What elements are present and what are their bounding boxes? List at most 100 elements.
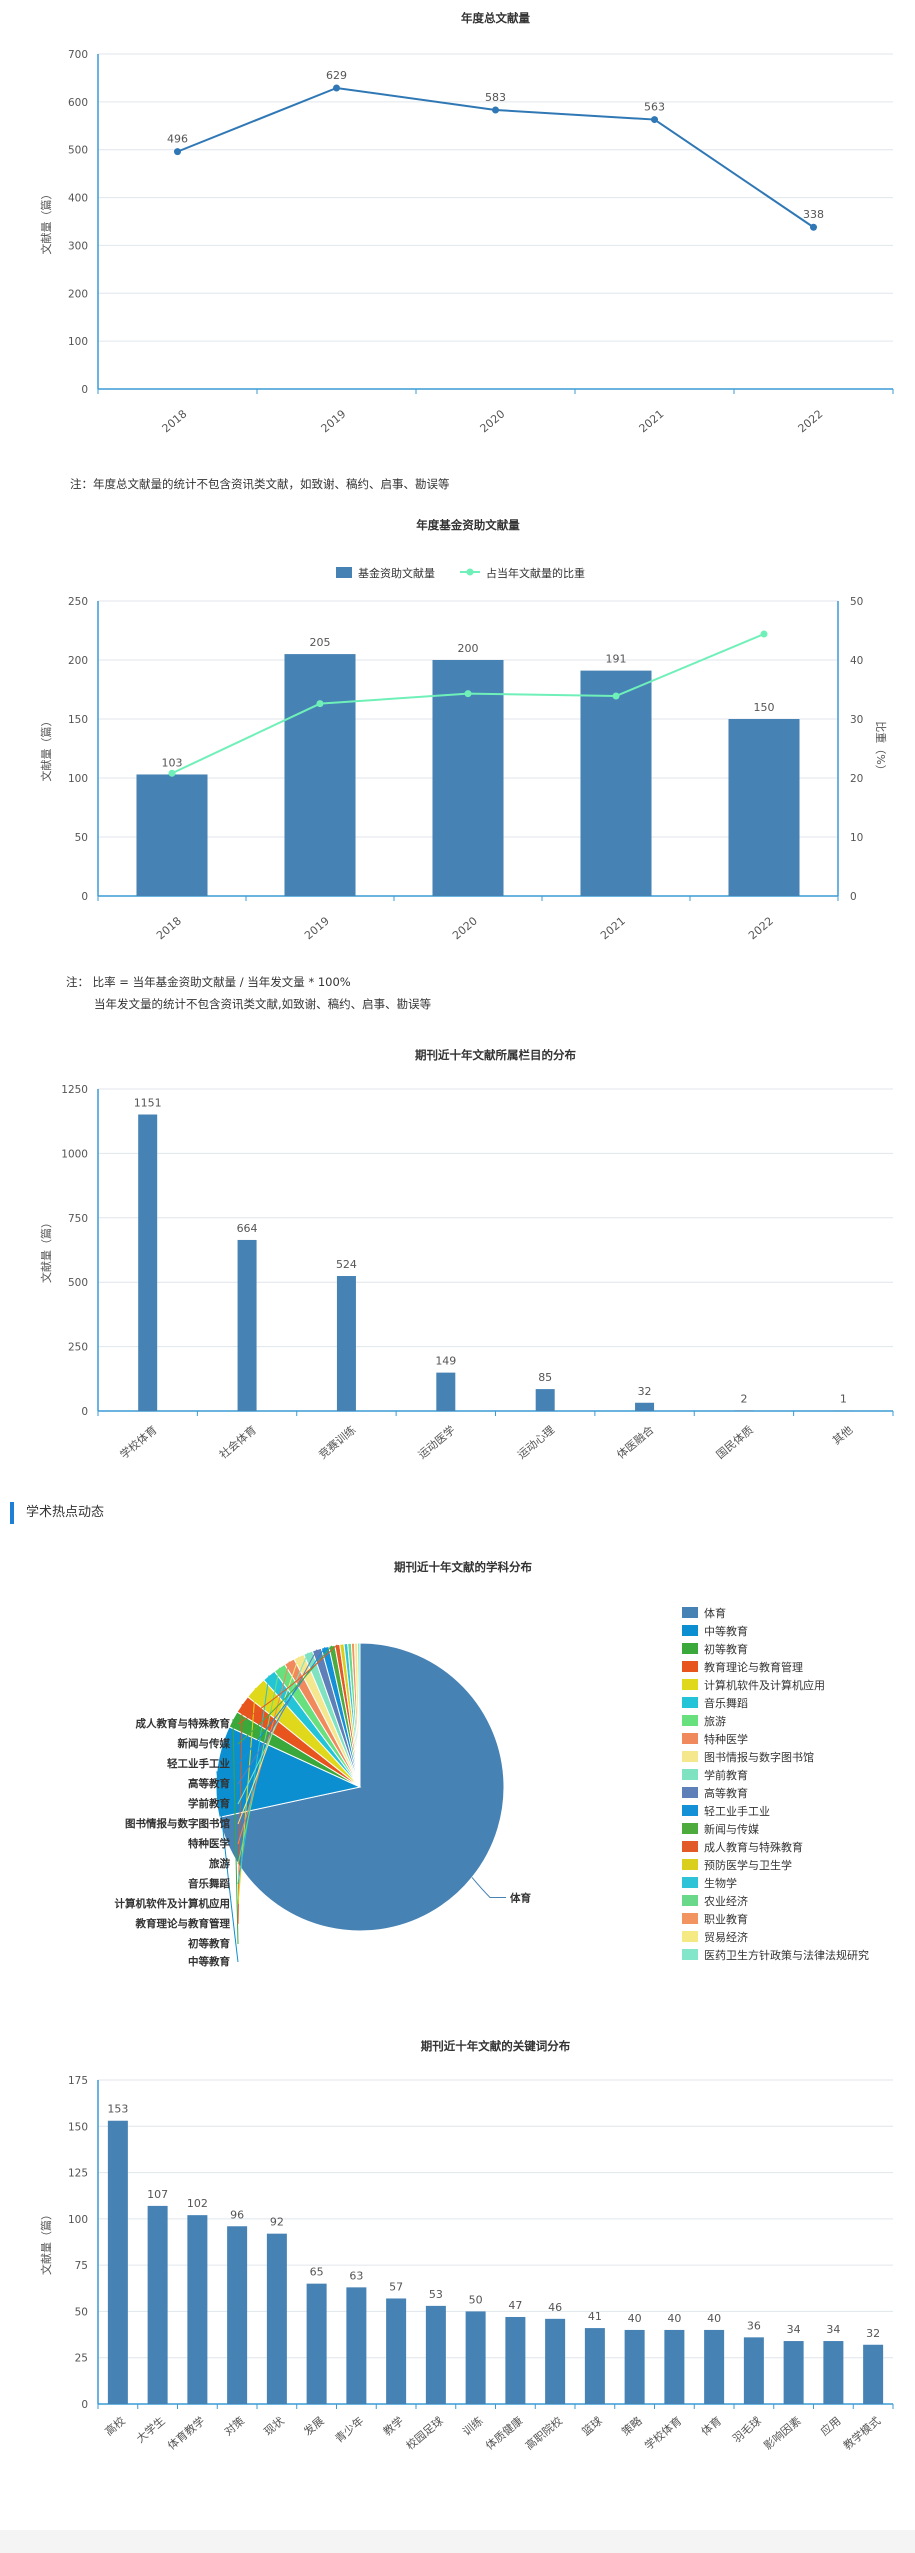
annual-literature-chart: 年度总文献量 0 100 200 300 400 500 600 700 文献量（篇） 2018 20… bbox=[39, 11, 894, 435]
annual-data-point bbox=[651, 116, 658, 124]
annual-data-point bbox=[492, 106, 499, 114]
x-tick-label: 2018 bbox=[154, 914, 184, 942]
legend-label: 生物学 bbox=[704, 1876, 737, 1890]
column-bar bbox=[138, 1114, 158, 1411]
chart-title: 期刊近十年文献所属栏目的分布 bbox=[415, 1048, 576, 1062]
legend-swatch bbox=[682, 1895, 698, 1906]
chart-title: 年度基金资助文献量 bbox=[416, 518, 520, 532]
keyword-bar-label: 47 bbox=[508, 2299, 522, 2312]
y-tick-label: 250 bbox=[68, 1342, 88, 1354]
annual-data-point bbox=[174, 148, 181, 156]
y-tick-label: 750 bbox=[68, 1213, 88, 1225]
y2-tick-label: 20 bbox=[850, 773, 863, 785]
keyword-bar bbox=[346, 2287, 367, 2404]
pie-callout-line bbox=[237, 1688, 256, 1905]
keyword-bar bbox=[704, 2329, 725, 2404]
legend-label: 预防医学与卫生学 bbox=[704, 1858, 792, 1872]
pie-slice bbox=[357, 1642, 361, 1788]
keyword-bar-label: 34 bbox=[787, 2323, 801, 2336]
y-tick-label: 100 bbox=[68, 773, 88, 785]
x-tick-label: 训练 bbox=[460, 2414, 486, 2439]
pie-callout-label: 计算机软件及计算机应用 bbox=[115, 1897, 231, 1910]
x-tick-label: 运动心理 bbox=[515, 1423, 557, 1461]
keyword-bar-label: 102 bbox=[187, 2197, 208, 2210]
pie-callout-line bbox=[237, 1647, 326, 1765]
x-tick-label: 2020 bbox=[450, 914, 480, 942]
x-tick-label: 对策 bbox=[221, 2414, 247, 2439]
pie-callout-label: 高等教育 bbox=[188, 1777, 230, 1790]
x-tick-label: 学校体育 bbox=[117, 1423, 160, 1462]
fund-bar-label: 191 bbox=[606, 653, 627, 666]
y-axis-label: 文献量（篇） bbox=[39, 716, 53, 782]
fund-bar bbox=[136, 774, 208, 896]
legend-swatch bbox=[682, 1859, 698, 1870]
pie-callout-label: 成人教育与特殊教育 bbox=[136, 1717, 231, 1730]
legend-swatch bbox=[682, 1877, 698, 1888]
y-tick-label: 400 bbox=[68, 193, 88, 205]
x-tick-label: 国民体质 bbox=[713, 1423, 756, 1462]
y-tick-label: 600 bbox=[68, 97, 88, 109]
x-tick-label: 高校 bbox=[102, 2414, 128, 2439]
column-bar bbox=[237, 1239, 257, 1411]
legend-swatch-fund bbox=[336, 567, 352, 578]
column-bar-label: 2 bbox=[740, 1392, 747, 1405]
keyword-bar-label: 57 bbox=[389, 2280, 403, 2293]
legend-swatch bbox=[682, 1679, 698, 1690]
column-bar-label: 85 bbox=[538, 1371, 552, 1384]
keyword-distribution-chart: 期刊近十年文献的关键词分布 0 25 50 75 100 125 150 175 文献量（篇） 15… bbox=[39, 2039, 894, 2453]
x-tick-label: 影响因素 bbox=[761, 2414, 803, 2452]
legend-swatch bbox=[682, 1733, 698, 1744]
keyword-bar bbox=[425, 2305, 446, 2404]
legend-label: 农业经济 bbox=[704, 1894, 748, 1908]
keyword-bar bbox=[863, 2344, 884, 2404]
y-tick-label: 500 bbox=[68, 1277, 88, 1289]
x-tick-label: 高职院校 bbox=[522, 2414, 565, 2453]
x-tick-label: 大学生 bbox=[133, 2414, 167, 2446]
y-tick-label: 150 bbox=[68, 714, 88, 726]
pie-callout-label: 图书情报与数字图书馆 bbox=[125, 1817, 230, 1830]
x-tick-label: 发展 bbox=[301, 2414, 327, 2439]
section-title-academic-hotspots: 学术热点动态 bbox=[10, 1502, 104, 1524]
fund-bar bbox=[432, 660, 504, 896]
column-bar-label: 664 bbox=[237, 1222, 258, 1235]
keyword-bar-label: 153 bbox=[107, 2103, 128, 2116]
ratio-data-point bbox=[464, 690, 472, 698]
keyword-bar bbox=[743, 2337, 764, 2404]
legend-label: 新闻与传媒 bbox=[704, 1822, 759, 1836]
y-tick-label: 0 bbox=[81, 891, 88, 903]
keyword-bar bbox=[187, 2215, 208, 2404]
column-bar bbox=[635, 1402, 655, 1411]
fund-bar bbox=[580, 670, 652, 896]
pie-callout-line bbox=[237, 1645, 333, 1745]
keyword-bar bbox=[624, 2329, 645, 2404]
subject-distribution-chart: 期刊近十年文献的学科分布体育中等教育初等教育教育理论与教育管理计算机软件及计算机… bbox=[115, 1560, 870, 1968]
y-axis-label: 文献量（篇） bbox=[39, 189, 53, 255]
column-bar bbox=[436, 1372, 456, 1411]
y2-tick-label: 50 bbox=[850, 596, 863, 608]
y-tick-label: 175 bbox=[68, 2075, 88, 2087]
fund-bar-label: 150 bbox=[754, 701, 775, 714]
ratio-data-point bbox=[760, 630, 768, 638]
legend-swatch bbox=[682, 1769, 698, 1780]
fund-bar-label: 200 bbox=[458, 642, 479, 655]
legend-swatch bbox=[682, 1607, 698, 1618]
pie-callout-line bbox=[237, 1656, 300, 1825]
legend-label: 音乐舞蹈 bbox=[704, 1696, 748, 1710]
pie-callout-label: 中等教育 bbox=[188, 1955, 230, 1968]
x-tick-label: 体医融合 bbox=[614, 1423, 657, 1462]
legend-label: 轻工业手工业 bbox=[704, 1804, 770, 1818]
legend-marker-ratio bbox=[466, 568, 474, 576]
pie-callout-line bbox=[471, 1877, 507, 1898]
y-tick-label: 500 bbox=[68, 145, 88, 157]
keyword-bar bbox=[783, 2341, 804, 2404]
legend-label: 贸易经济 bbox=[704, 1930, 748, 1944]
pie-callout-label: 教育理论与教育管理 bbox=[135, 1917, 231, 1930]
legend-label: 旅游 bbox=[704, 1714, 726, 1728]
annual-data-label: 338 bbox=[803, 208, 824, 221]
legend-label: 图书情报与数字图书馆 bbox=[704, 1750, 814, 1764]
pie-callout-label: 音乐舞蹈 bbox=[188, 1877, 230, 1890]
keyword-bar-label: 96 bbox=[230, 2208, 244, 2221]
y-tick-label: 75 bbox=[75, 2260, 88, 2272]
keyword-bar-label: 53 bbox=[429, 2288, 443, 2301]
column-distribution-chart: 期刊近十年文献所属栏目的分布025050075010001250文献量（篇）11… bbox=[39, 1048, 894, 1462]
